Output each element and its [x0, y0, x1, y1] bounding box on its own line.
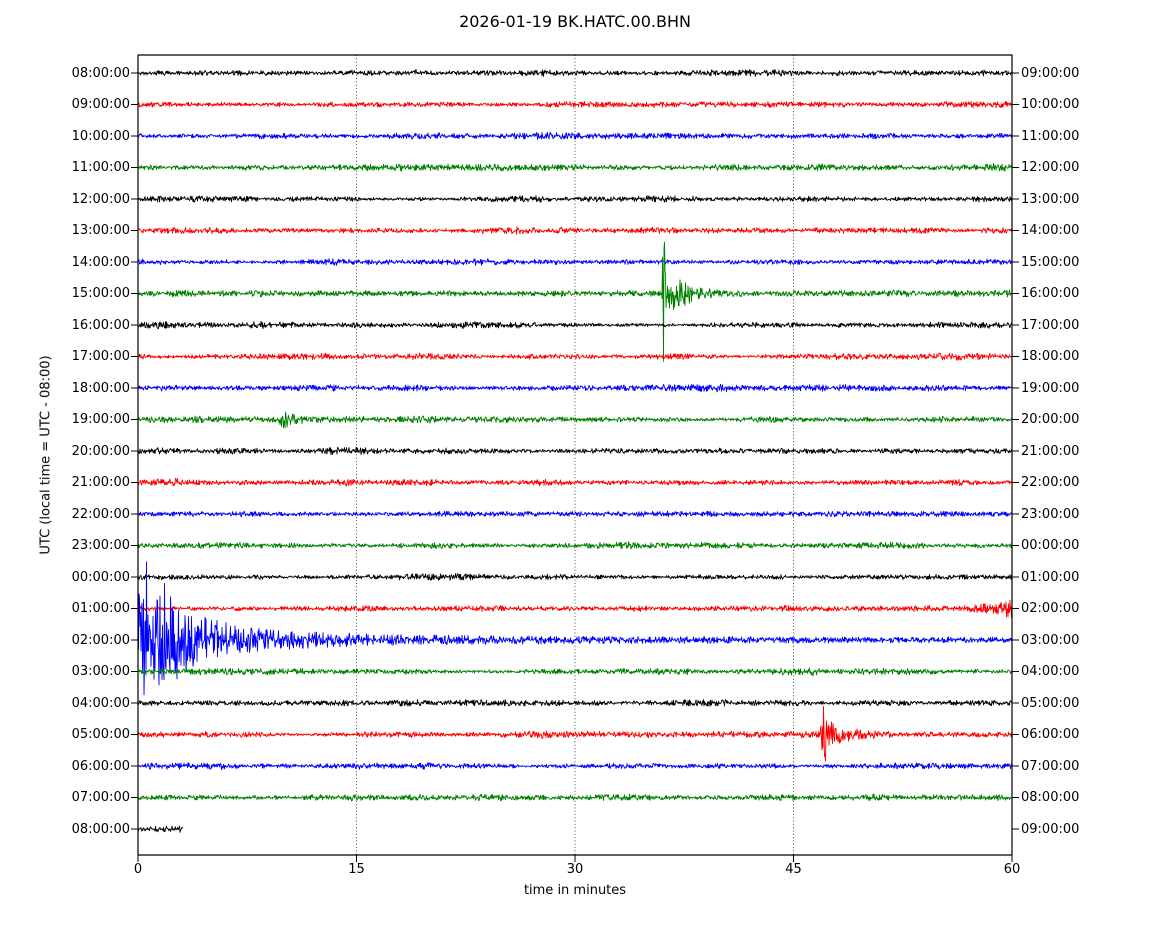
- utc-tick-label: 18:00:00: [71, 380, 130, 396]
- local-tick-label: 13:00:00: [1021, 191, 1080, 207]
- local-tick-label: 23:00:00: [1021, 506, 1080, 522]
- utc-tick-label: 09:00:00: [71, 97, 130, 112]
- utc-tick-label: 01:00:00: [71, 601, 130, 616]
- local-tick-label: 17:00:00: [1021, 317, 1080, 333]
- utc-tick-label: 02:00:00: [71, 632, 130, 648]
- local-tick-label: 04:00:00: [1021, 664, 1080, 679]
- local-tick-label: 22:00:00: [1021, 475, 1080, 490]
- local-tick-label: 05:00:00: [1021, 695, 1080, 711]
- x-axis-label: time in minutes: [523, 883, 627, 898]
- utc-tick-label: 14:00:00: [71, 254, 130, 270]
- utc-tick-label: 07:00:00: [71, 790, 130, 805]
- local-tick-label: 16:00:00: [1021, 286, 1080, 301]
- utc-tick-label: 19:00:00: [71, 412, 130, 427]
- local-tick-label: 09:00:00: [1021, 65, 1080, 81]
- utc-tick-label: 08:00:00: [71, 821, 130, 837]
- utc-tick-label: 20:00:00: [71, 443, 130, 459]
- local-tick-label: 03:00:00: [1021, 632, 1080, 648]
- utc-tick-label: 06:00:00: [71, 758, 130, 774]
- local-tick-label: 14:00:00: [1021, 223, 1080, 238]
- local-tick-label: 06:00:00: [1021, 727, 1080, 742]
- utc-tick-label: 17:00:00: [71, 349, 130, 364]
- local-tick-label: 09:00:00: [1021, 821, 1080, 837]
- x-tick-label: 0: [133, 862, 143, 877]
- local-tick-label: 21:00:00: [1021, 443, 1080, 459]
- x-tick-label: 45: [785, 862, 802, 877]
- local-tick-label: 11:00:00: [1021, 128, 1080, 144]
- utc-tick-label: 03:00:00: [71, 664, 130, 679]
- local-tick-label: 07:00:00: [1021, 758, 1080, 774]
- utc-tick-label: 05:00:00: [71, 727, 130, 742]
- x-tick-label: 30: [566, 862, 584, 877]
- utc-tick-label: 23:00:00: [71, 538, 130, 553]
- x-tick-label: 15: [348, 862, 365, 877]
- utc-tick-label: 16:00:00: [71, 317, 130, 333]
- utc-tick-label: 21:00:00: [71, 475, 130, 490]
- chart-title: 2026-01-19 BK.HATC.00.BHN: [459, 12, 691, 31]
- local-tick-label: 12:00:00: [1021, 160, 1080, 175]
- local-tick-label: 01:00:00: [1021, 569, 1080, 585]
- utc-tick-label: 13:00:00: [71, 223, 130, 238]
- utc-tick-label: 00:00:00: [71, 569, 130, 585]
- utc-tick-label: 10:00:00: [71, 128, 130, 144]
- local-tick-label: 10:00:00: [1021, 97, 1080, 112]
- x-tick-label: 60: [1003, 862, 1021, 877]
- utc-tick-label: 11:00:00: [71, 160, 130, 175]
- utc-tick-label: 12:00:00: [71, 191, 130, 207]
- utc-tick-label: 04:00:00: [71, 695, 130, 711]
- local-tick-label: 19:00:00: [1021, 380, 1080, 396]
- local-tick-label: 00:00:00: [1021, 538, 1080, 553]
- local-tick-label: 08:00:00: [1021, 790, 1080, 805]
- utc-tick-label: 15:00:00: [71, 286, 130, 301]
- utc-tick-label: 22:00:00: [71, 506, 130, 522]
- local-tick-label: 20:00:00: [1021, 412, 1080, 427]
- local-tick-label: 18:00:00: [1021, 349, 1080, 364]
- local-tick-label: 02:00:00: [1021, 601, 1080, 616]
- local-tick-label: 15:00:00: [1021, 254, 1080, 270]
- utc-tick-label: 08:00:00: [71, 65, 130, 81]
